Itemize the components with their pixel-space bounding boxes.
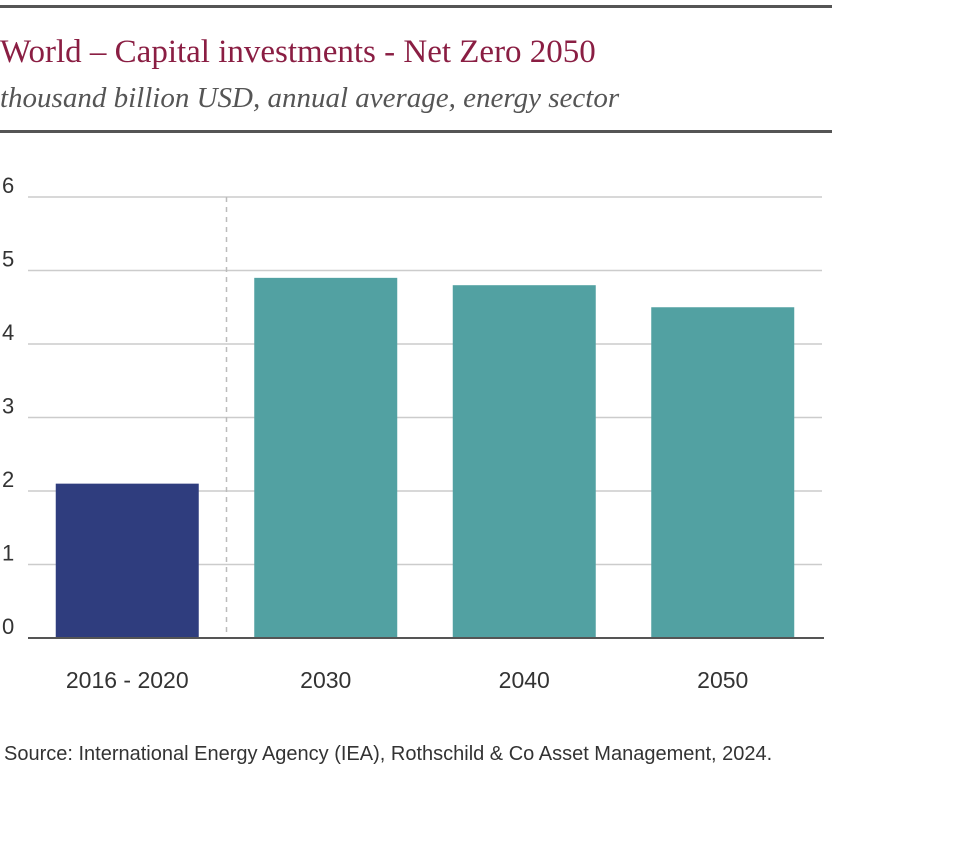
- y-tick-label: 4: [2, 320, 14, 345]
- y-tick-label: 6: [2, 173, 14, 198]
- bar-chart: 0 1 2 3 4 5 6 2016 - 2020 2030 2040 2050: [2, 173, 824, 693]
- chart-title: World – Capital investments - Net Zero 2…: [0, 34, 596, 70]
- bars: [55, 277, 795, 638]
- y-tick-label: 2: [2, 467, 14, 492]
- y-tick-labels: 0 1 2 3 4 5 6: [2, 173, 14, 639]
- source-note: Source: International Energy Agency (IEA…: [4, 743, 773, 765]
- header-rule: [0, 130, 832, 133]
- x-tick-labels: 2016 - 2020 2030 2040 2050: [66, 667, 748, 693]
- bar-2040: [452, 285, 596, 638]
- top-rule: [0, 5, 832, 8]
- x-tick-label: 2030: [300, 667, 351, 693]
- x-tick-label: 2016 - 2020: [66, 667, 189, 693]
- bar-2050: [651, 307, 795, 638]
- x-tick-label: 2040: [499, 667, 550, 693]
- y-tick-label: 0: [2, 614, 14, 639]
- y-tick-label: 1: [2, 541, 14, 566]
- bar-2016-2020: [55, 483, 199, 638]
- y-tick-label: 3: [2, 394, 14, 419]
- x-tick-label: 2050: [697, 667, 748, 693]
- chart-subtitle: thousand billion USD, annual average, en…: [0, 82, 620, 114]
- y-tick-label: 5: [2, 247, 14, 272]
- bar-2030: [254, 277, 398, 638]
